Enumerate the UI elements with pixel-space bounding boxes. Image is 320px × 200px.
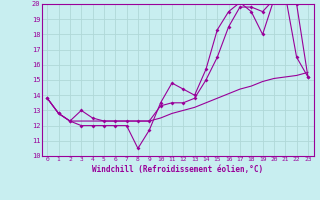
X-axis label: Windchill (Refroidissement éolien,°C): Windchill (Refroidissement éolien,°C) (92, 165, 263, 174)
